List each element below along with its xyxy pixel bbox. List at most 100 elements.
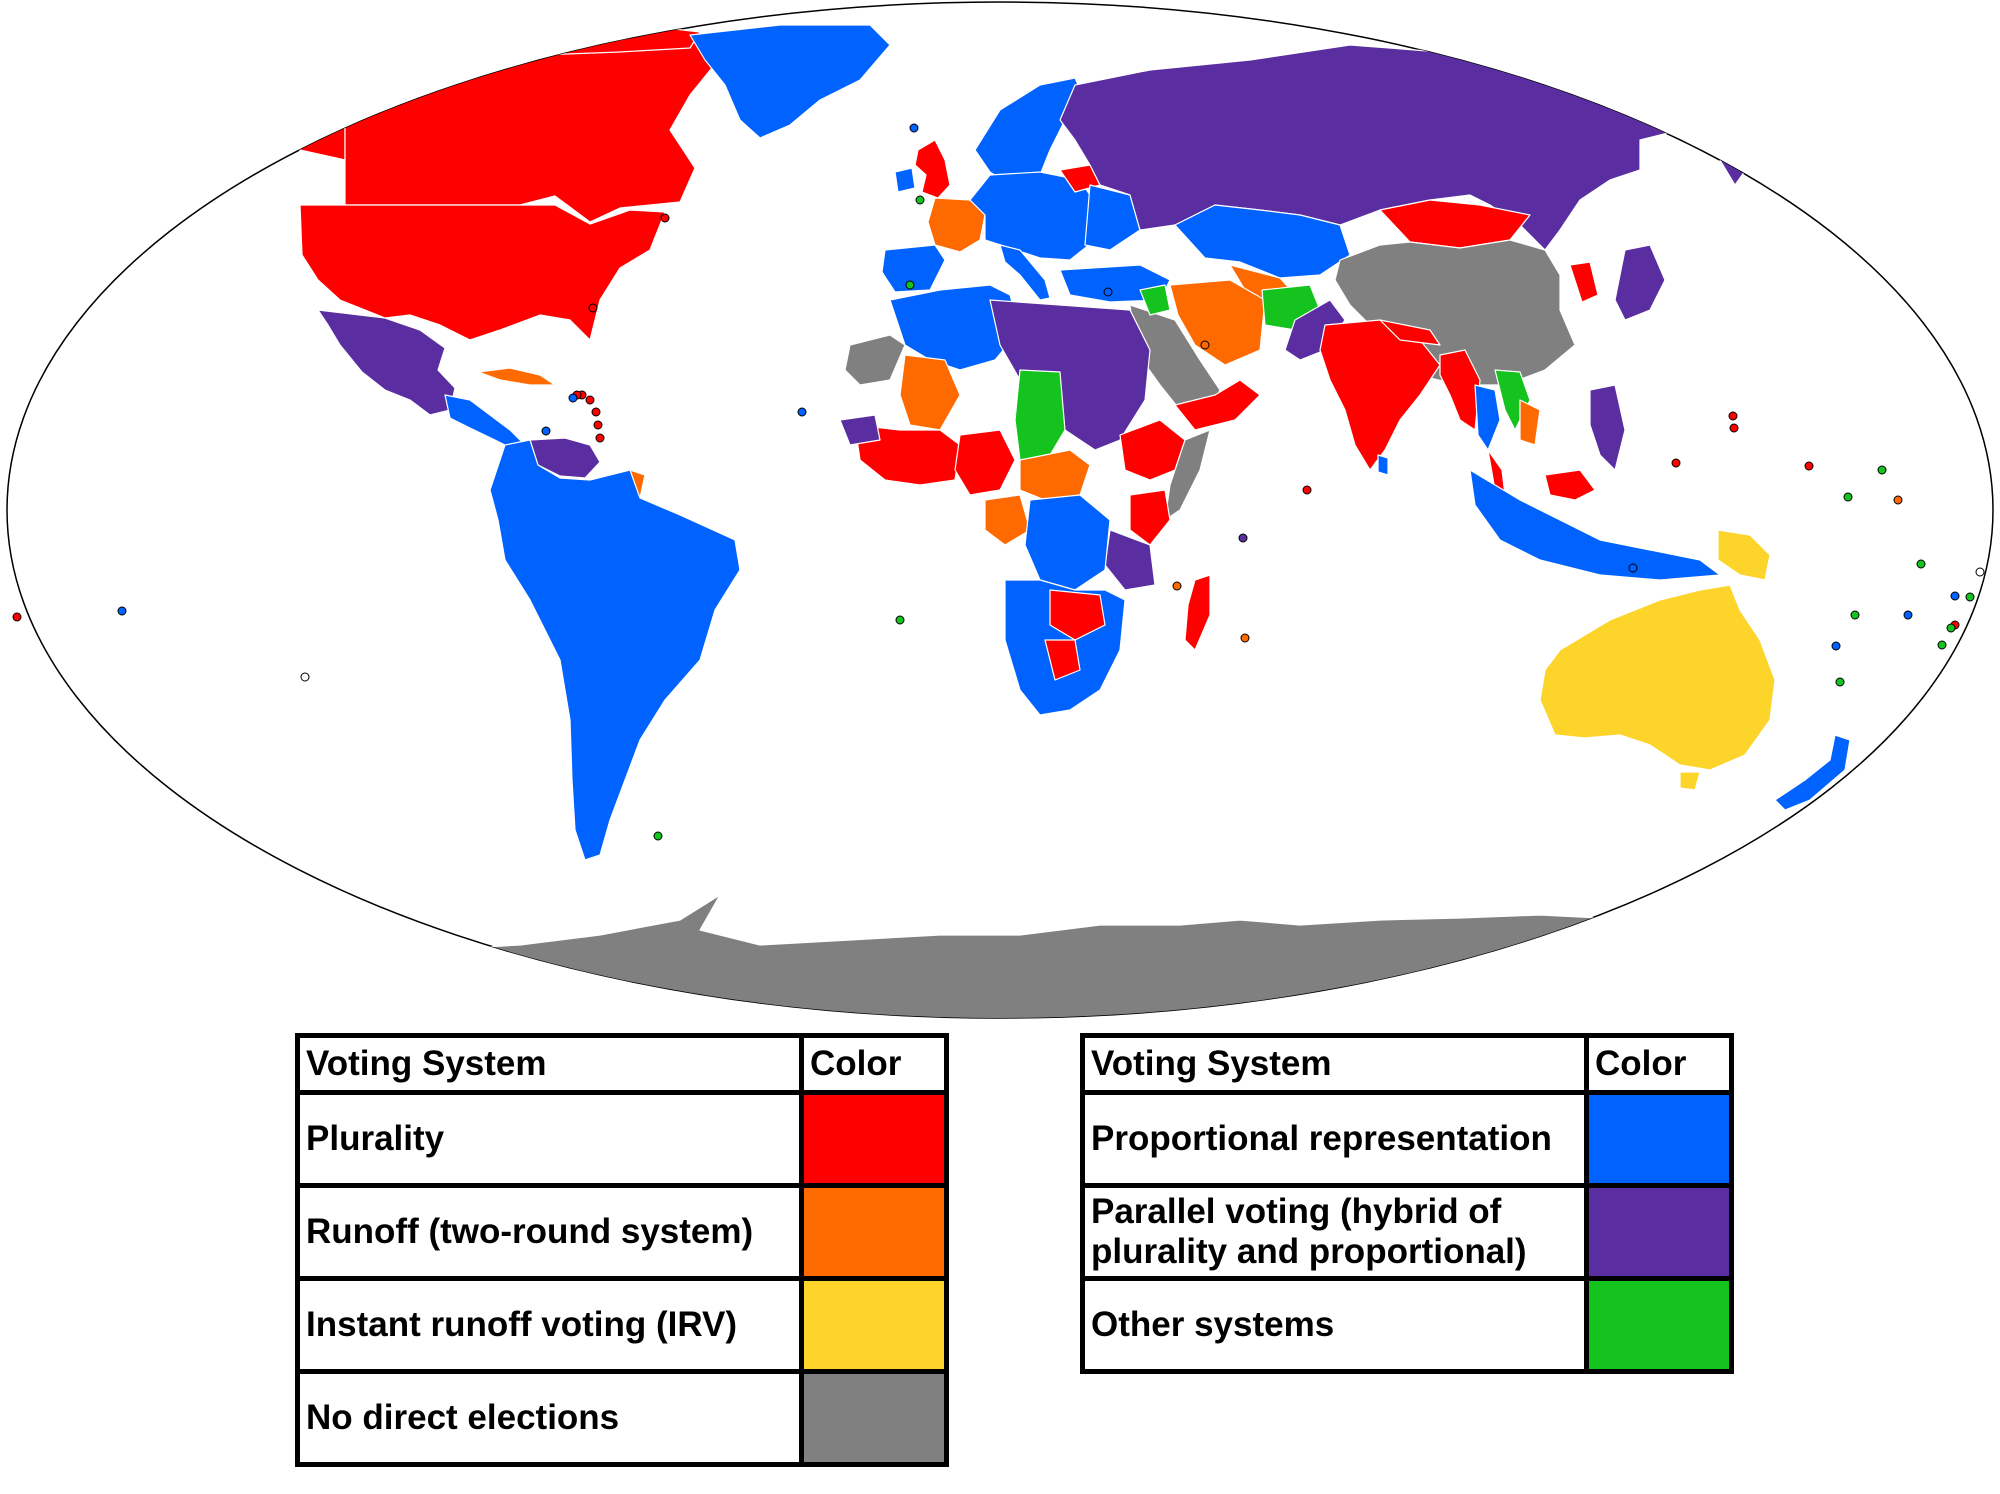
- usa: [299, 204, 666, 341]
- island-dot: [1728, 411, 1738, 421]
- new-zealand: [1774, 734, 1851, 811]
- legend-swatch: [799, 1369, 949, 1467]
- japan: [1614, 244, 1666, 321]
- iran: [1169, 279, 1266, 366]
- legend-table-right: Voting System Color Proportional represe…: [1080, 1033, 1734, 1374]
- island-dot: [591, 407, 601, 417]
- island-dot: [905, 280, 915, 290]
- central-europe: [969, 171, 1101, 261]
- greenland: [689, 24, 891, 139]
- legend-row-parallel: Parallel voting (hybrid of plurality and…: [1080, 1183, 1734, 1281]
- island-dot: [653, 831, 663, 841]
- madagascar: [1184, 574, 1211, 651]
- korea: [1569, 261, 1599, 303]
- alaska: [187, 61, 346, 161]
- zambia-zimbabwe: [1049, 589, 1106, 641]
- legend-row-irv: Instant runoff voting (IRV): [295, 1276, 949, 1374]
- island-dot: [1238, 533, 1248, 543]
- island-dot: [1877, 465, 1887, 475]
- western-sahara: [844, 334, 906, 386]
- island-dot: [541, 426, 551, 436]
- legend-swatch: [799, 1276, 949, 1374]
- legend-label: Instant runoff voting (IRV): [295, 1276, 804, 1374]
- island-dot: [1850, 610, 1860, 620]
- legend-header-system: Voting System: [295, 1033, 804, 1095]
- island-dot: [593, 420, 603, 430]
- sri-lanka: [1377, 454, 1389, 476]
- legend-row-other: Other systems: [1080, 1276, 1734, 1374]
- island-dot: [660, 213, 670, 223]
- island-dot: [568, 393, 578, 403]
- legend-header-row: Voting System Color: [295, 1033, 949, 1095]
- kazakhstan: [1174, 204, 1351, 279]
- island-dot: [1950, 591, 1960, 601]
- nepal-bhutan: [1379, 319, 1441, 346]
- west-africa-plurality: [854, 424, 961, 486]
- legend-label: Other systems: [1080, 1276, 1589, 1374]
- island-dot: [1240, 633, 1250, 643]
- island-dot: [1302, 485, 1312, 495]
- iberia: [881, 244, 946, 293]
- world-map: [6, 1, 1994, 1019]
- mexico: [317, 309, 456, 416]
- island-dot: [117, 606, 127, 616]
- italy: [999, 244, 1051, 301]
- island-dot: [1729, 423, 1739, 433]
- island-dot: [1804, 461, 1814, 471]
- legend-swatch: [1584, 1183, 1734, 1281]
- island-dot: [1103, 287, 1113, 297]
- legend-swatch: [799, 1090, 949, 1188]
- island-dot: [1831, 641, 1841, 651]
- legend-swatch: [799, 1183, 949, 1281]
- legend-header-color: Color: [1584, 1033, 1734, 1095]
- island-dot: [1843, 492, 1853, 502]
- island-dot: [585, 395, 595, 405]
- legend-label: Plurality: [295, 1090, 804, 1188]
- west-africa-small: [839, 414, 881, 446]
- sahel-parallel: [989, 299, 1151, 451]
- taiwan-philippines: [1589, 384, 1626, 471]
- thailand: [1474, 384, 1501, 451]
- nigeria: [954, 429, 1016, 496]
- island-dot: [909, 123, 919, 133]
- papua-new-guinea: [1717, 529, 1771, 581]
- vietnam-coast: [1519, 399, 1541, 446]
- island-dot: [1671, 458, 1681, 468]
- australia: [1539, 584, 1776, 771]
- island-dot: [588, 303, 598, 313]
- levant: [1139, 284, 1171, 316]
- legend-label: Parallel voting (hybrid of plurality and…: [1080, 1183, 1589, 1281]
- central-africa-runoff: [1019, 449, 1091, 501]
- island-dot: [1172, 581, 1182, 591]
- tasmania: [1679, 771, 1701, 791]
- island-dot: [895, 615, 905, 625]
- yemen-oman: [1174, 379, 1261, 431]
- island-dot: [797, 407, 807, 417]
- island-dot: [1975, 567, 1985, 577]
- legend-table-left: Voting System Color Plurality Runoff (tw…: [295, 1033, 949, 1467]
- borneo-malaysia: [1544, 469, 1596, 501]
- legend-label: Runoff (two-round system): [295, 1183, 804, 1281]
- legend-header-color: Color: [799, 1033, 949, 1095]
- island-dot: [595, 433, 605, 443]
- kenya: [1129, 489, 1171, 546]
- island-dot: [1946, 623, 1956, 633]
- island-dot: [12, 612, 22, 622]
- island-dot: [1893, 495, 1903, 505]
- south-america: [489, 439, 741, 861]
- island-dot: [1965, 592, 1975, 602]
- island-dot: [300, 672, 310, 682]
- island-dot: [1628, 563, 1638, 573]
- legend-header-system: Voting System: [1080, 1033, 1589, 1095]
- legend-label: No direct elections: [295, 1369, 804, 1467]
- botswana: [1044, 639, 1081, 681]
- cuba: [477, 367, 556, 386]
- legend-swatch: [1584, 1276, 1734, 1374]
- island-dot: [915, 195, 925, 205]
- somalia: [1164, 429, 1211, 521]
- myanmar: [1439, 349, 1481, 431]
- island-dot: [1200, 340, 1210, 350]
- legend-row-runoff: Runoff (two-round system): [295, 1183, 949, 1281]
- gabon-congo: [984, 494, 1031, 546]
- legend-swatch: [1584, 1090, 1734, 1188]
